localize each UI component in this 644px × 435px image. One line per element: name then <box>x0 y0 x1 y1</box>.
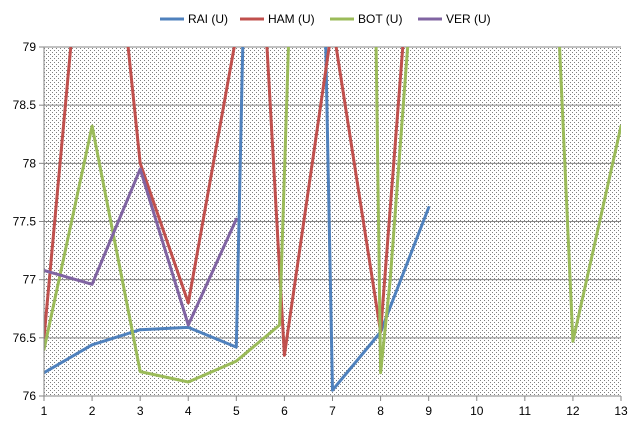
x-tick-label: 10 <box>470 404 484 418</box>
y-tick-label: 78 <box>23 156 37 170</box>
x-tick-label: 1 <box>41 404 48 418</box>
x-tick-label: 5 <box>233 404 240 418</box>
series-line-ver <box>44 167 238 327</box>
x-tick-label: 9 <box>425 404 432 418</box>
x-tick-label: 13 <box>614 404 628 418</box>
y-tick-label: 79 <box>23 40 37 54</box>
x-tick-label: 6 <box>281 404 288 418</box>
x-tick-label: 4 <box>185 404 192 418</box>
x-tick-label: 12 <box>566 404 580 418</box>
x-tick-label: 2 <box>89 404 96 418</box>
x-tick-label: 3 <box>137 404 144 418</box>
legend-label: VER (U) <box>446 12 491 26</box>
legend: RAI (U) HAM (U) BOT (U) VER (U) <box>160 12 491 26</box>
y-tick-label: 78.5 <box>13 98 37 112</box>
y-tick-label: 76.5 <box>13 331 37 345</box>
legend-item: BOT (U) <box>330 12 402 26</box>
x-tick-label: 7 <box>329 404 336 418</box>
x-tick-label: 11 <box>519 404 532 418</box>
legend-item: RAI (U) <box>160 12 228 26</box>
series-lines <box>44 47 621 392</box>
legend-item: HAM (U) <box>240 12 315 26</box>
y-tick-label: 77 <box>23 273 37 287</box>
series-line-bot <box>44 47 621 384</box>
x-tick-label: 8 <box>377 404 384 418</box>
legend-item: VER (U) <box>418 12 491 26</box>
legend-label: BOT (U) <box>358 12 402 26</box>
series-line-rai <box>44 47 431 392</box>
legend-label: RAI (U) <box>188 12 228 26</box>
legend-label: HAM (U) <box>268 12 315 26</box>
y-tick-label: 77.5 <box>13 215 37 229</box>
y-tick-label: 76 <box>23 389 37 403</box>
